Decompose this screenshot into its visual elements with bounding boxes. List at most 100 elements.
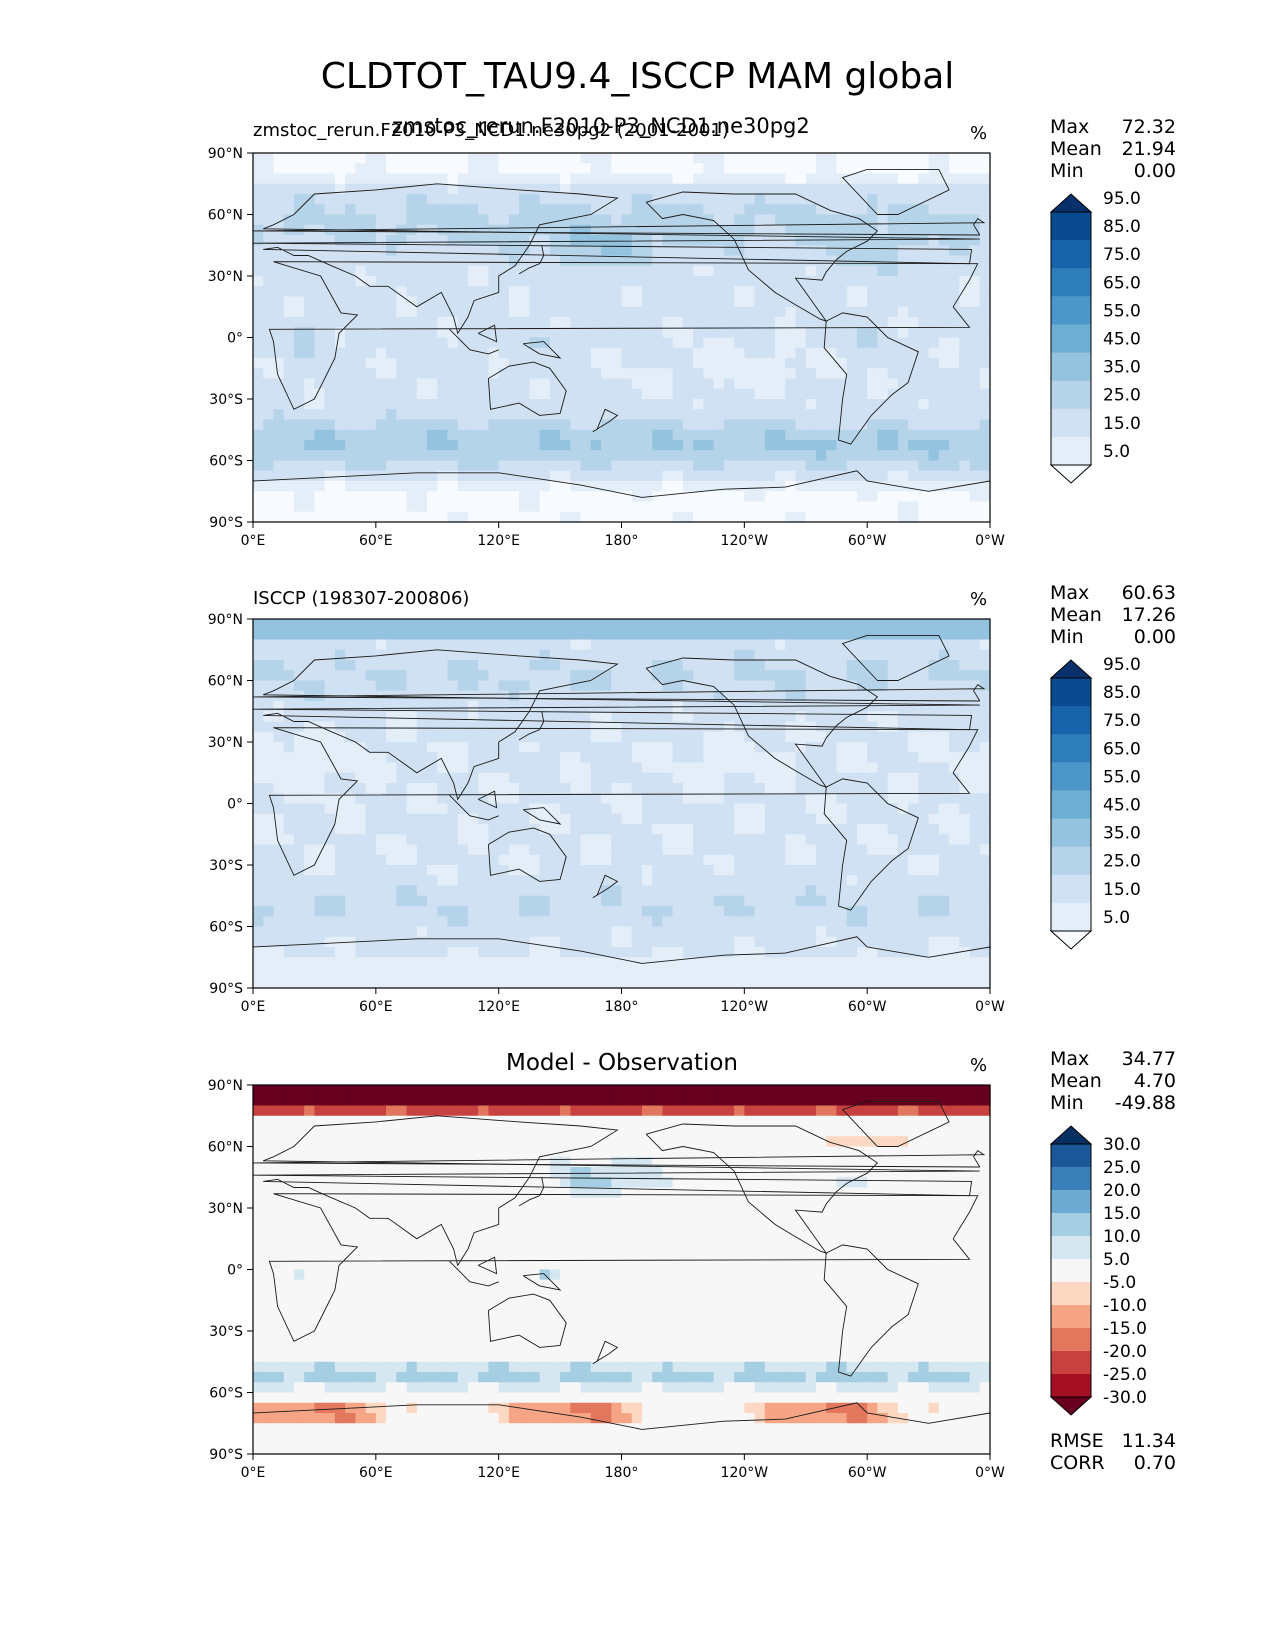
heatmap-cell xyxy=(529,834,541,846)
heatmap-cell xyxy=(293,803,305,815)
heatmap-cell xyxy=(897,347,909,359)
heatmap-cell xyxy=(498,255,510,267)
heatmap-cell xyxy=(775,844,786,856)
heatmap-cell xyxy=(334,317,346,328)
heatmap-cell xyxy=(580,834,592,846)
heatmap-cell xyxy=(631,690,643,702)
heatmap-cell xyxy=(406,793,418,805)
heatmap-cell xyxy=(590,419,602,431)
lat-tick-label: 90°S xyxy=(209,515,243,531)
heatmap-cell xyxy=(611,752,623,764)
heatmap-cell xyxy=(744,194,756,205)
heatmap-cell xyxy=(478,501,490,513)
heatmap-cell xyxy=(856,450,868,462)
heatmap-cell xyxy=(785,865,797,876)
heatmap-cell xyxy=(611,378,623,390)
heatmap-cell xyxy=(539,245,551,257)
heatmap-cell xyxy=(580,399,592,410)
heatmap-cell xyxy=(918,337,930,349)
heatmap-cell xyxy=(304,906,316,917)
heatmap-cell xyxy=(334,255,346,267)
heatmap-cell xyxy=(386,409,397,421)
heatmap-cell xyxy=(693,711,704,723)
heatmap-cell xyxy=(375,895,387,907)
heatmap-cell xyxy=(437,731,449,743)
heatmap-cell xyxy=(867,742,879,753)
heatmap-cell xyxy=(867,183,879,195)
heatmap-cell xyxy=(345,895,356,907)
heatmap-cell xyxy=(938,173,950,185)
heatmap-cell xyxy=(652,783,664,794)
heatmap-cell xyxy=(365,834,377,846)
heatmap-cell xyxy=(519,317,530,328)
heatmap-cell xyxy=(836,701,848,712)
heatmap-cell xyxy=(652,701,664,712)
heatmap-cell xyxy=(887,204,899,216)
heatmap-cell xyxy=(938,906,950,917)
heatmap-cell xyxy=(447,276,459,287)
heatmap-cell xyxy=(334,619,346,630)
heatmap-cell xyxy=(457,885,469,897)
heatmap-cell xyxy=(365,680,377,692)
heatmap-cell xyxy=(775,276,786,287)
heatmap-cell xyxy=(580,245,592,257)
heatmap-cell xyxy=(908,296,919,308)
heatmap-cell xyxy=(539,296,551,308)
heatmap-cell xyxy=(887,619,899,630)
heatmap-cell xyxy=(795,204,807,216)
heatmap-cell xyxy=(734,721,745,733)
heatmap-cell xyxy=(652,388,664,400)
heatmap-cell xyxy=(734,742,745,753)
heatmap-cell xyxy=(846,204,858,216)
heatmap-cell xyxy=(324,358,336,369)
heatmap-cell xyxy=(416,358,428,369)
heatmap-cell xyxy=(334,419,346,431)
heatmap-cell xyxy=(611,255,623,267)
heatmap-cell xyxy=(253,501,264,513)
heatmap-cell xyxy=(723,173,735,185)
heatmap-cell xyxy=(908,245,919,257)
heatmap-cell xyxy=(908,895,919,907)
heatmap-cell xyxy=(877,721,889,733)
heatmap-cell xyxy=(652,906,664,917)
heatmap-cell xyxy=(263,245,275,257)
heatmap-cell xyxy=(703,742,715,753)
heatmap-cell xyxy=(959,337,971,349)
heatmap-cell xyxy=(682,378,694,390)
heatmap-cell xyxy=(396,481,408,492)
heatmap-cell xyxy=(549,296,561,308)
heatmap-cell xyxy=(785,337,797,349)
heatmap-cell xyxy=(836,649,848,661)
heatmap-cell xyxy=(539,460,551,472)
heatmap-cell xyxy=(253,460,264,472)
heatmap-cell xyxy=(713,409,725,421)
heatmap-cell xyxy=(539,762,551,774)
heatmap-cell xyxy=(508,491,520,503)
heatmap-cell xyxy=(734,772,745,784)
heatmap-cell xyxy=(856,844,868,856)
heatmap-cell xyxy=(467,752,479,764)
heatmap-cell xyxy=(856,358,868,369)
heatmap-cell xyxy=(703,865,715,876)
heatmap-cell xyxy=(539,153,551,164)
heatmap-cell xyxy=(764,286,776,298)
heatmap-cell xyxy=(478,844,490,856)
heatmap-cell xyxy=(457,926,469,938)
heatmap-cell xyxy=(979,183,991,195)
heatmap-cell xyxy=(785,347,797,359)
heatmap-cell xyxy=(693,399,704,410)
heatmap-cell xyxy=(662,511,674,523)
heatmap-cell xyxy=(723,194,735,205)
heatmap-cell xyxy=(560,183,571,195)
heatmap-cell xyxy=(601,916,612,928)
heatmap-cell xyxy=(478,337,490,349)
heatmap-cell xyxy=(611,194,623,205)
heatmap-cell xyxy=(815,660,827,671)
heatmap-cell xyxy=(314,204,326,216)
heatmap-cell xyxy=(283,153,295,164)
heatmap-cell xyxy=(396,916,408,928)
heatmap-cell xyxy=(324,409,336,421)
heatmap-cell xyxy=(795,470,807,482)
heatmap-cell xyxy=(805,906,817,917)
heatmap-cell xyxy=(662,926,674,938)
